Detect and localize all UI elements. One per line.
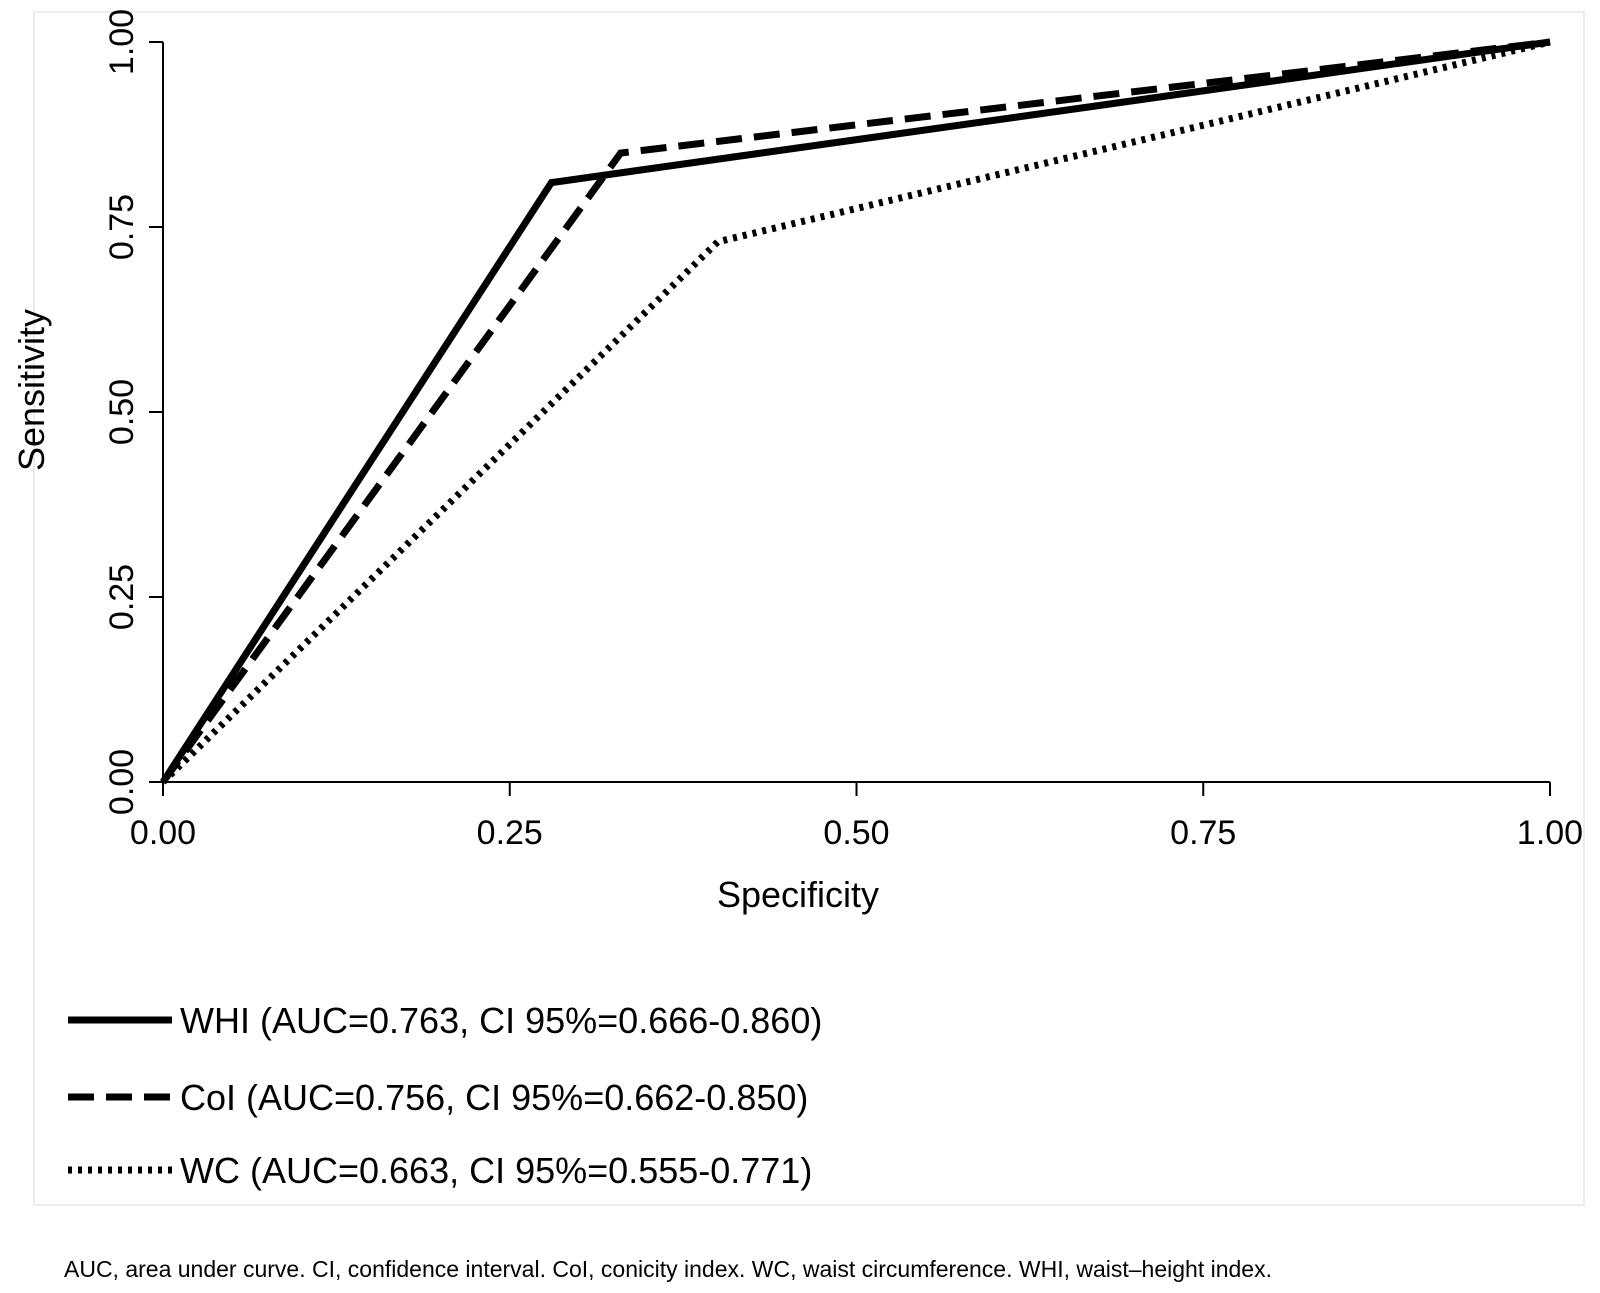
y-axis-title: Sensitivity: [11, 309, 52, 471]
plot-frame: [33, 11, 1585, 1206]
x-tick-label: 0.50: [823, 814, 889, 852]
roc-chart: 0.00 0.25 0.50 0.75 1.00 0.00 0.25 0.50 0.75 1.00…: [11, 9, 1585, 1206]
x-tick-label: 1.00: [1517, 814, 1583, 852]
y-tick-label: 0.25: [103, 564, 141, 630]
series-lines: [160, 38, 1551, 785]
x-axis-title: Specificity: [717, 874, 879, 915]
x-tick-label: 0.25: [477, 814, 543, 852]
legend-label-wc: WC (AUC=0.663, CI 95%=0.555-0.771): [180, 1150, 812, 1191]
y-tick-label: 0.00: [103, 749, 141, 815]
y-tick-label: 1.00: [103, 9, 141, 75]
series-line-whi: [160, 38, 1551, 784]
y-tick-label: 0.75: [103, 194, 141, 260]
legend: WHI (AUC=0.763, CI 95%=0.666-0.860) CoI (…: [68, 1000, 822, 1191]
series-line-coi: [160, 38, 1551, 785]
figure-footnote: AUC, area under curve. CI, confidence in…: [64, 1256, 1272, 1282]
y-tick-label: 0.50: [103, 379, 141, 445]
axes: 0.00 0.25 0.50 0.75 1.00 0.00 0.25 0.50 0.75 1.00: [103, 9, 1583, 852]
legend-label-coi: CoI (AUC=0.756, CI 95%=0.662-0.850): [180, 1077, 808, 1118]
x-tick-label: 0.00: [130, 814, 196, 852]
x-tick-label: 0.75: [1170, 814, 1236, 852]
series-line-wc: [160, 38, 1551, 785]
legend-label-whi: WHI (AUC=0.763, CI 95%=0.666-0.860): [180, 1000, 822, 1041]
